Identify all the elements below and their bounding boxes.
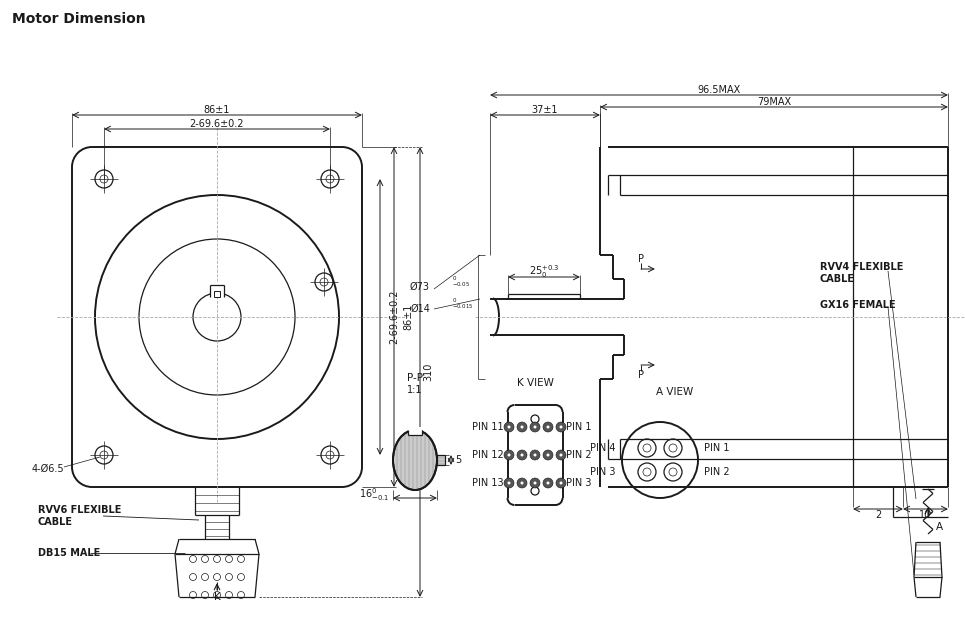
Circle shape <box>546 425 549 429</box>
Circle shape <box>517 422 527 432</box>
Circle shape <box>520 453 523 457</box>
Text: PIN 3: PIN 3 <box>566 478 592 488</box>
Text: 310: 310 <box>423 363 433 381</box>
Text: PIN 1: PIN 1 <box>704 443 730 453</box>
Text: 2: 2 <box>875 510 881 520</box>
Circle shape <box>530 422 540 432</box>
Circle shape <box>504 422 514 432</box>
Text: Ø14: Ø14 <box>410 304 430 314</box>
Text: PIN 2: PIN 2 <box>566 450 593 460</box>
Text: K VIEW: K VIEW <box>516 378 554 388</box>
Text: 10: 10 <box>920 510 931 520</box>
Text: A VIEW: A VIEW <box>656 387 694 397</box>
Text: CABLE: CABLE <box>38 517 73 527</box>
Text: $^0_{-0.015}$: $^0_{-0.015}$ <box>452 297 474 311</box>
Text: PIN 2: PIN 2 <box>704 467 730 477</box>
Text: K: K <box>213 592 220 602</box>
Circle shape <box>534 481 537 485</box>
Text: 37±1: 37±1 <box>532 105 558 115</box>
Bar <box>408 427 422 435</box>
Text: 86±1: 86±1 <box>403 304 413 330</box>
Circle shape <box>504 478 514 488</box>
Circle shape <box>546 481 549 485</box>
Circle shape <box>543 422 553 432</box>
Circle shape <box>560 453 563 457</box>
Bar <box>437 455 445 465</box>
Circle shape <box>530 478 540 488</box>
Circle shape <box>508 453 510 457</box>
Text: GX16 FEMALE: GX16 FEMALE <box>820 300 896 310</box>
Circle shape <box>517 450 527 460</box>
Text: PIN 13: PIN 13 <box>472 478 504 488</box>
Text: 5: 5 <box>455 455 461 465</box>
Circle shape <box>560 481 563 485</box>
Text: 2-69.6±0.2: 2-69.6±0.2 <box>190 119 244 129</box>
Circle shape <box>556 422 566 432</box>
Text: $25^{+0.3}_0$: $25^{+0.3}_0$ <box>529 264 560 281</box>
Text: P: P <box>638 370 644 380</box>
Text: CABLE: CABLE <box>820 274 855 284</box>
Text: 4-Ø6.5: 4-Ø6.5 <box>32 464 64 474</box>
Text: $^0_{-0.05}$: $^0_{-0.05}$ <box>452 274 470 290</box>
Circle shape <box>560 425 563 429</box>
Circle shape <box>556 478 566 488</box>
Text: PIN 4: PIN 4 <box>591 443 616 453</box>
Circle shape <box>546 453 549 457</box>
Text: 1:1: 1:1 <box>407 385 423 395</box>
Bar <box>210 283 224 297</box>
Text: PIN 1: PIN 1 <box>566 422 592 432</box>
Text: RVV6 FLEXIBLE: RVV6 FLEXIBLE <box>38 505 122 515</box>
Circle shape <box>520 425 523 429</box>
Circle shape <box>534 425 537 429</box>
Text: Motor Dimension: Motor Dimension <box>12 12 146 26</box>
Text: P: P <box>638 254 644 264</box>
Circle shape <box>520 481 523 485</box>
Circle shape <box>556 450 566 460</box>
Text: 79MAX: 79MAX <box>757 97 791 107</box>
Circle shape <box>530 450 540 460</box>
Text: RVV4 FLEXIBLE: RVV4 FLEXIBLE <box>820 262 903 272</box>
Text: PIN 11: PIN 11 <box>472 422 504 432</box>
Text: Ø73: Ø73 <box>410 282 430 292</box>
Circle shape <box>543 478 553 488</box>
Ellipse shape <box>393 430 437 490</box>
Circle shape <box>517 478 527 488</box>
Text: PIN 12: PIN 12 <box>472 450 504 460</box>
Circle shape <box>508 425 510 429</box>
Circle shape <box>543 450 553 460</box>
Bar <box>214 291 220 297</box>
Circle shape <box>508 481 510 485</box>
Circle shape <box>534 453 537 457</box>
Text: 96.5MAX: 96.5MAX <box>698 85 740 95</box>
Text: P-P: P-P <box>407 373 423 383</box>
Circle shape <box>504 450 514 460</box>
Text: DB15 MALE: DB15 MALE <box>38 548 100 558</box>
Text: A: A <box>936 522 943 532</box>
Text: $16^0_{-0.1}$: $16^0_{-0.1}$ <box>359 486 389 504</box>
Text: 86±1: 86±1 <box>204 105 231 115</box>
Text: 2-69.6±0.2: 2-69.6±0.2 <box>389 290 399 344</box>
Text: PIN 3: PIN 3 <box>591 467 616 477</box>
